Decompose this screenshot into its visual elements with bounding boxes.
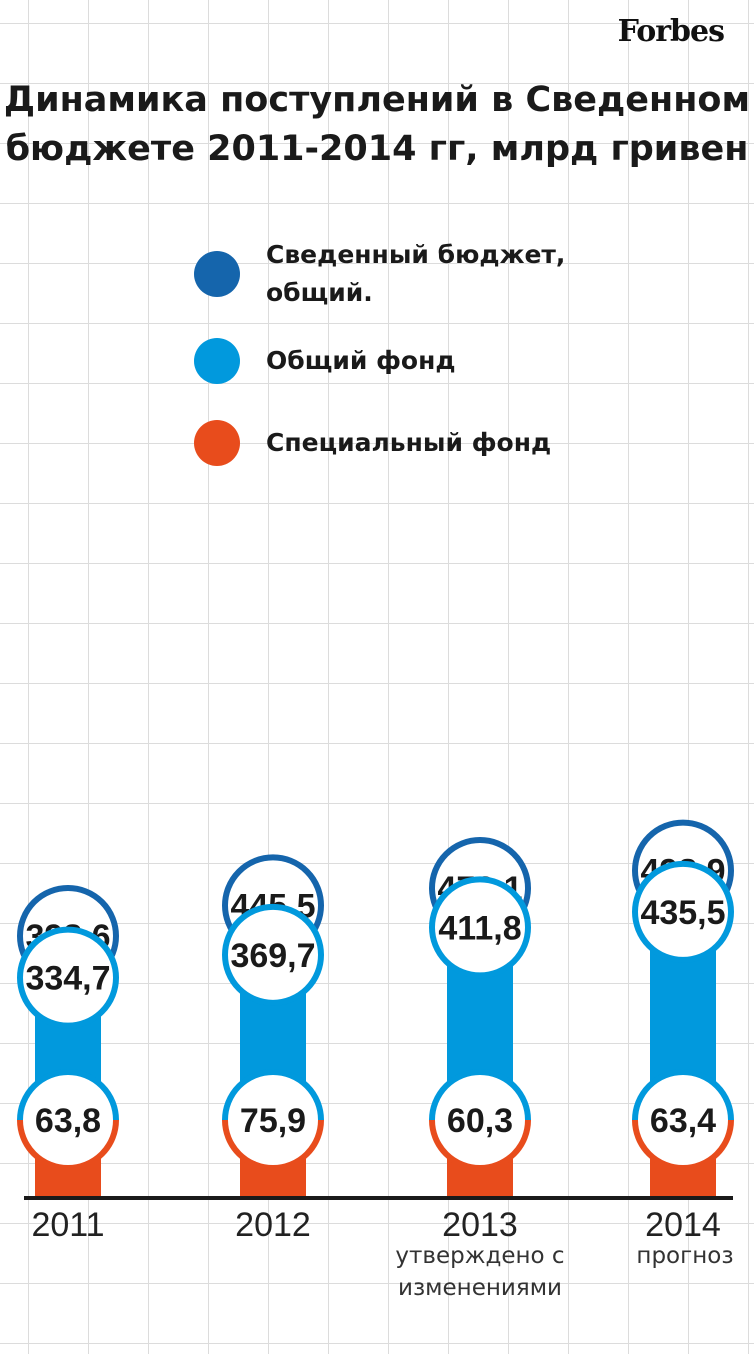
legend-item-general: Общий фонд <box>194 338 456 384</box>
marker-special-bottom-arc-2011 <box>17 1119 119 1171</box>
marker-special-top-arc-2012 <box>222 1069 324 1121</box>
marker-special-2011 <box>20 1072 116 1168</box>
category-label-2013: 2013 <box>442 1206 518 1244</box>
marker-special-2013 <box>432 1072 528 1168</box>
marker-special-bottom-arc-2013 <box>429 1119 531 1171</box>
legend-swatch-general <box>194 338 240 384</box>
value-label-general-2011: 334,7 <box>25 960 110 998</box>
category-label-2012: 2012 <box>235 1206 311 1244</box>
marker-general-2014 <box>632 860 734 963</box>
category-note-2013-text: утверждено с изменениями <box>395 1243 565 1301</box>
value-label-general-2014: 435,5 <box>640 894 725 932</box>
marker-special-bottom-arc-2014 <box>632 1119 734 1171</box>
value-label-general-2012: 369,7 <box>230 937 315 975</box>
chart-title-line-2: бюджете 2011-2014 гг, млрд гривен <box>5 129 749 169</box>
chart-title: Динамика поступлений в Сведенном бюджете… <box>0 76 754 174</box>
legend-swatch-total <box>194 251 240 297</box>
marker-general-2011 <box>17 926 119 1029</box>
marker-general-2012 <box>222 903 324 1006</box>
marker-special-bottom-arc-2012 <box>222 1119 324 1171</box>
chart-title-line-1: Динамика поступлений в Сведенном <box>3 80 751 120</box>
legend-label-general: Общий фонд <box>266 346 456 375</box>
marker-special-top-arc-2014 <box>632 1069 734 1121</box>
legend-label-total: Сведенный бюджет, общий. <box>266 236 565 312</box>
value-label-special-2014: 63,4 <box>650 1102 716 1140</box>
legend-swatch-special <box>194 420 240 466</box>
forbes-logo: Forbes <box>617 14 725 49</box>
value-label-special-2013: 60,3 <box>447 1102 513 1140</box>
marker-special-top-arc-2013 <box>429 1069 531 1121</box>
value-label-special-2011: 63,8 <box>35 1102 101 1140</box>
category-note-2014: прогноз <box>600 1240 754 1272</box>
marker-special-top-arc-2011 <box>17 1069 119 1121</box>
legend-label-total-line-2: общий. <box>266 278 373 307</box>
value-label-general-2013: 411,8 <box>438 909 521 947</box>
category-note-2013: утверждено с изменениями <box>380 1240 580 1304</box>
category-label-2011: 2011 <box>31 1206 104 1244</box>
category-note-2014-text: прогноз <box>636 1243 734 1269</box>
marker-special-2014 <box>635 1072 731 1168</box>
legend-label-total-line-1: Сведенный бюджет, <box>266 240 566 269</box>
legend-item-special: Специальный фонд <box>194 420 551 466</box>
value-label-special-2012: 75,9 <box>240 1102 306 1140</box>
legend-label-special: Специальный фонд <box>266 428 552 457</box>
marker-special-2012 <box>225 1072 321 1168</box>
category-label-2014: 2014 <box>645 1206 721 1244</box>
legend-item-total: Сведенный бюджет, общий. <box>194 236 565 312</box>
marker-general-2013 <box>429 876 531 979</box>
